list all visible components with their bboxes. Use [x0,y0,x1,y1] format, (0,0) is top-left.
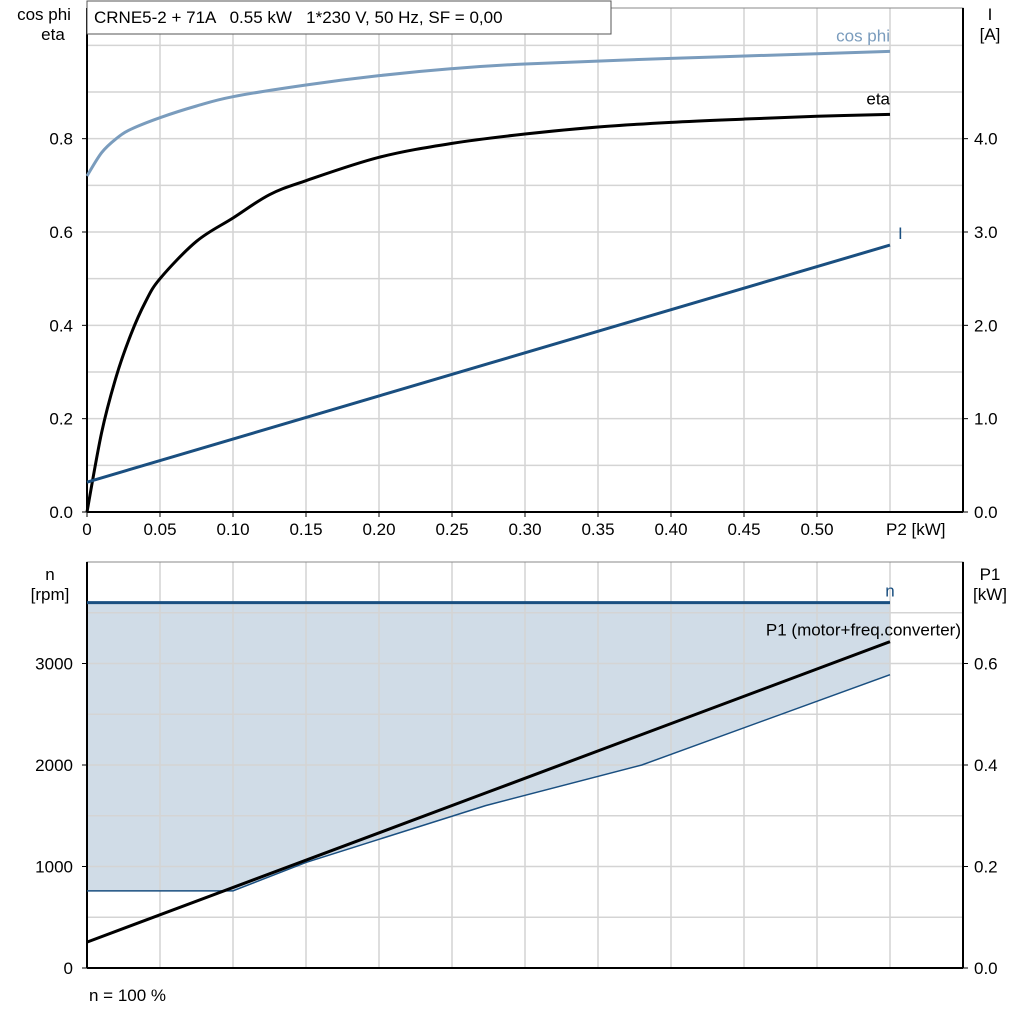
x-tick-label: 0.35 [581,520,614,539]
y-tick-label: 0.0 [49,503,73,522]
x-tick-label: 0.30 [508,520,541,539]
x-tick-label: 0.05 [143,520,176,539]
y-axis-label: [rpm] [31,585,70,604]
y-tick-label: 0.2 [49,410,73,429]
series-line-cos [85,49,891,177]
y-right-tick-label: 0.6 [974,655,998,674]
y-axis-label: n [45,565,54,584]
y-right-axis-label: I [988,5,993,24]
y-right-tick-label: 2.0 [974,316,998,335]
x-tick-label: 0.25 [435,520,468,539]
x-axis-label: P2 [kW] [886,520,946,539]
y-tick-label: 3000 [35,655,73,674]
footnote: n = 100 % [89,986,166,1005]
x-tick-label: 0 [82,520,91,539]
series-label-i: I [898,224,903,243]
y-right-tick-label: 3.0 [974,223,998,242]
y-axis-label: eta [41,25,65,44]
series-line-i [86,243,891,484]
speed-range-band [87,602,890,891]
y-tick-label: 0 [64,959,73,978]
x-tick-label: 0.10 [216,520,249,539]
y-right-tick-label: 0.4 [974,756,998,775]
y-right-tick-label: 1.0 [974,410,998,429]
x-tick-label: 0.15 [289,520,322,539]
y-tick-label: 0.4 [49,316,73,335]
y-tick-label: 2000 [35,756,73,775]
y-tick-label: 0.6 [49,223,73,242]
y-right-axis-label: [kW] [973,585,1007,604]
series-line-eta [85,112,891,513]
x-tick-label: 0.45 [727,520,760,539]
y-right-tick-label: 0.2 [974,858,998,877]
x-tick-label: 0.50 [800,520,833,539]
x-tick-label: 0.40 [654,520,687,539]
series-label-n: n [885,582,894,601]
x-tick-label: 0.20 [362,520,395,539]
y-right-axis-label: [A] [980,25,1001,44]
y-right-tick-label: 4.0 [974,130,998,149]
series-label-p1: P1 (motor+freq.converter) [766,621,961,640]
y-tick-label: 1000 [35,858,73,877]
y-tick-label: 0.8 [49,130,73,149]
y-right-tick-label: 0.0 [974,959,998,978]
speed-range-lower-line [87,673,891,892]
series-label-cos: cos phi [836,26,890,45]
y-axis-label: cos phi [17,5,71,24]
y-right-tick-label: 0.0 [974,503,998,522]
series-line-p1 [86,640,891,944]
chart-title: CRNE5-2 + 71A 0.55 kW 1*230 V, 50 Hz, SF… [94,8,503,27]
y-right-axis-label: P1 [980,565,1001,584]
title-box [86,0,612,35]
series-label-eta: eta [866,89,890,108]
